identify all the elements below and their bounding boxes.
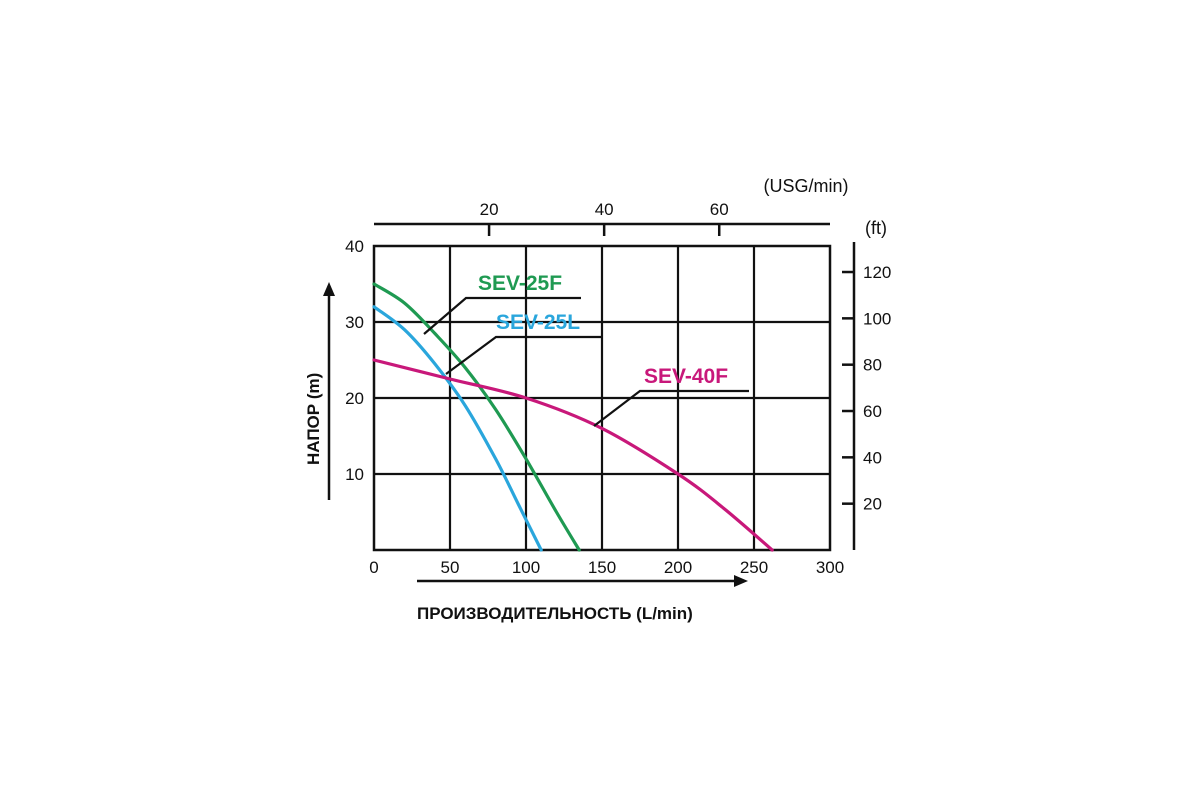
series-label-leader-sev-25f [423,296,581,335]
secondary-x-tick-label: 20 [480,200,499,219]
secondary-x-tick-label: 60 [710,200,729,219]
x-tick-label: 50 [441,558,460,577]
grid [374,246,830,550]
secondary-y-tick-label: 40 [863,448,882,467]
x-axis-ticks: 0 50 100 150 200 250 300 [369,558,844,577]
secondary-x-axis: (USG/min) 20 40 60 [374,176,849,236]
y-axis-ticks: 10 20 30 40 [345,237,364,484]
y-tick-label: 30 [345,313,364,332]
x-tick-label: 100 [512,558,540,577]
secondary-y-tick-label: 60 [863,402,882,421]
plot-border [372,244,832,552]
series-line-sev-25l [372,305,543,552]
series-labels: SEV-25F SEV-25L SEV-40F [423,272,749,427]
y-axis-title-group: НАПОР (m) [304,282,335,500]
secondary-y-tick-label: 100 [863,309,891,328]
x-axis-title-group: ПРОИЗВОДИТЕЛЬНОСТЬ (L/min) [417,575,748,623]
secondary-y-tick-label: 20 [863,495,882,514]
x-tick-label: 300 [816,558,844,577]
y-tick-label: 10 [345,465,364,484]
y-tick-label: 40 [345,237,364,256]
y-axis-arrowhead [323,282,335,296]
secondary-y-tick-label: 120 [863,263,891,282]
series-label-sev-25f: SEV-25F [478,272,562,295]
secondary-y-axis-unit: (ft) [865,218,887,238]
series-line-sev-40f [372,358,774,552]
x-tick-label: 250 [740,558,768,577]
x-tick-label: 150 [588,558,616,577]
secondary-x-tick-label: 40 [595,200,614,219]
series-label-sev-25l: SEV-25L [496,311,580,334]
secondary-y-axis: (ft) 20 40 60 80 100 120 [842,218,891,550]
x-axis-arrowhead [734,575,748,587]
x-axis-title: ПРОИЗВОДИТЕЛЬНОСТЬ (L/min) [417,604,693,623]
x-tick-label: 0 [369,558,378,577]
x-tick-label: 200 [664,558,692,577]
series-lines [372,282,774,552]
series-label-sev-40f: SEV-40F [644,365,728,388]
y-tick-label: 20 [345,389,364,408]
plot-frame [372,244,832,552]
series-label-leader-sev-25l [445,335,603,375]
secondary-y-tick-label: 80 [863,356,882,375]
y-axis-title: НАПОР (m) [304,373,323,465]
secondary-x-axis-unit: (USG/min) [764,176,849,196]
series-label-leader-sev-40f [593,389,749,427]
